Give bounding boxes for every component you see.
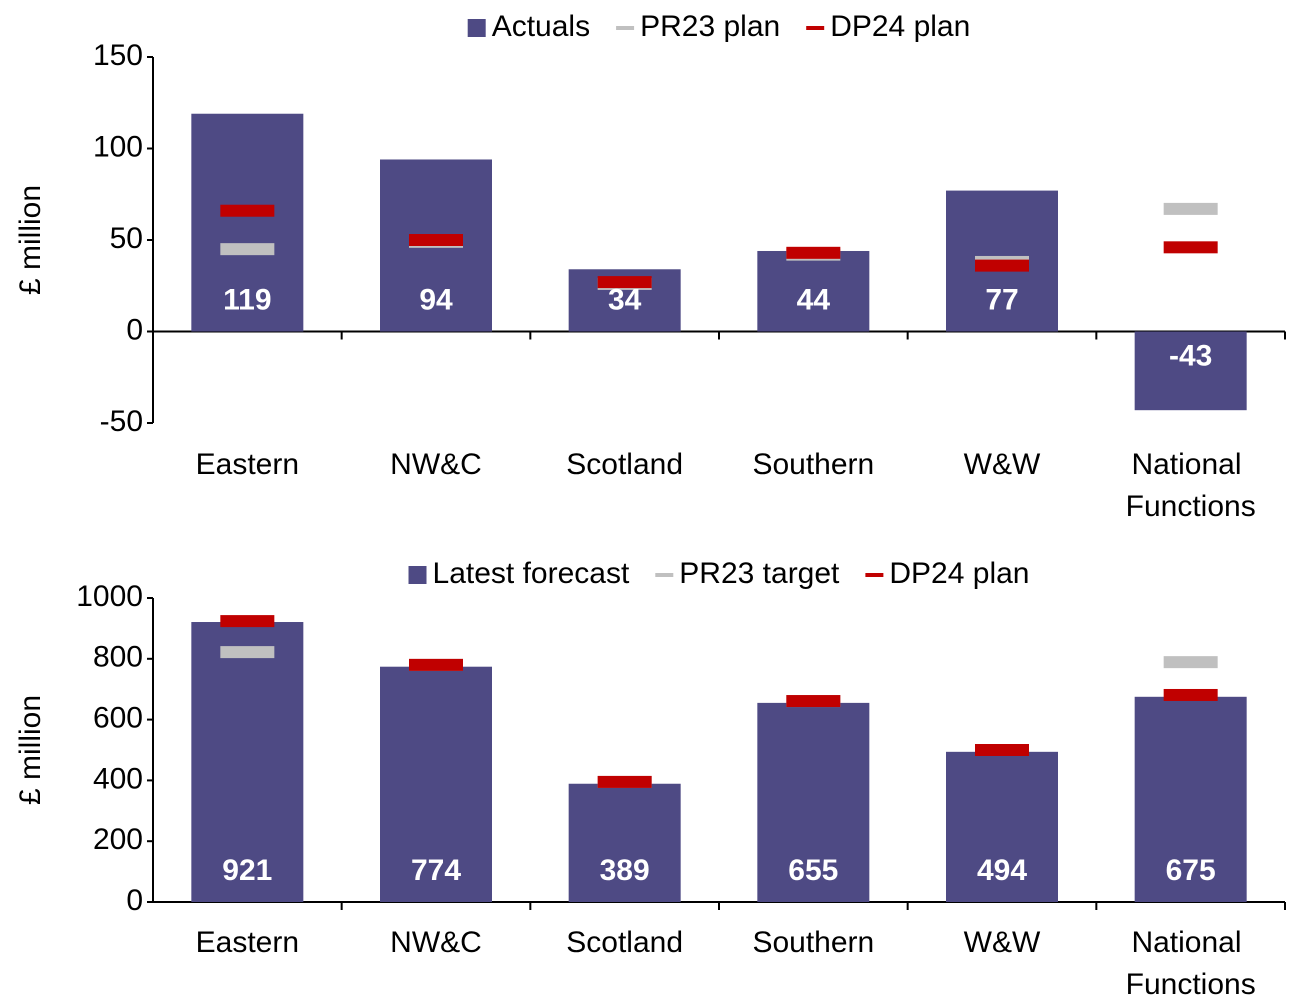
bar bbox=[191, 622, 304, 902]
bar bbox=[757, 250, 870, 332]
y-tick-label: 0 bbox=[126, 884, 143, 917]
y-tick-label: 100 bbox=[93, 130, 143, 163]
plan-marker bbox=[409, 658, 463, 671]
y-axis-label: £ million bbox=[14, 695, 47, 805]
y-tick-label: 50 bbox=[110, 222, 143, 255]
bar bbox=[568, 783, 681, 902]
bar bbox=[946, 751, 1058, 902]
value-label: 389 bbox=[600, 854, 650, 887]
y-tick-label: -50 bbox=[100, 405, 143, 438]
x-tick-label: NW&C bbox=[390, 926, 482, 959]
y-tick-label: 600 bbox=[93, 702, 143, 735]
x-tick-label: Scotland bbox=[566, 448, 683, 481]
bar bbox=[1134, 331, 1247, 411]
legend-label: DP24 plan bbox=[889, 557, 1029, 590]
legend-label: PR23 plan bbox=[640, 10, 780, 43]
legend-swatch bbox=[408, 566, 427, 584]
legend-swatch bbox=[806, 26, 825, 30]
plan-marker bbox=[1163, 656, 1218, 669]
plan-marker bbox=[786, 695, 841, 708]
value-label: -43 bbox=[1169, 339, 1212, 372]
plan-marker bbox=[1163, 688, 1218, 701]
value-label: 494 bbox=[977, 854, 1027, 887]
x-tick-label: Eastern bbox=[196, 448, 299, 481]
legend-swatch bbox=[865, 573, 884, 577]
value-label: 44 bbox=[797, 283, 831, 316]
plan-marker bbox=[1163, 202, 1218, 215]
value-label: 655 bbox=[788, 854, 838, 887]
legend-swatch bbox=[467, 19, 486, 37]
y-tick-label: 200 bbox=[93, 823, 143, 856]
legend: Actuals PR23 plan DP24 plan bbox=[467, 10, 970, 43]
x-tick-label: Southern bbox=[752, 448, 874, 481]
legend-label: Actuals bbox=[492, 10, 590, 43]
value-label: 94 bbox=[419, 283, 453, 316]
x-tick-label: NW&C bbox=[390, 448, 482, 481]
y-axis-label: £ million bbox=[14, 185, 47, 295]
x-tick-label: National Functions bbox=[1126, 448, 1256, 523]
legend-swatch bbox=[655, 573, 674, 577]
y-tick-label: 400 bbox=[93, 762, 143, 795]
bar bbox=[380, 666, 492, 902]
y-tick-label: 0 bbox=[126, 313, 143, 346]
plan-marker bbox=[786, 246, 841, 259]
plan-marker bbox=[409, 234, 463, 246]
value-label: 774 bbox=[411, 854, 461, 887]
plan-marker bbox=[220, 204, 275, 217]
y-tick-label: 1000 bbox=[76, 580, 143, 613]
y-tick-label: 800 bbox=[93, 641, 143, 674]
value-label: 119 bbox=[223, 283, 271, 316]
bar bbox=[1134, 696, 1247, 902]
legend-label: DP24 plan bbox=[830, 10, 970, 43]
bar bbox=[757, 702, 870, 902]
x-tick-label: National Functions bbox=[1126, 926, 1256, 1001]
plan-marker bbox=[1163, 241, 1218, 254]
value-label: 77 bbox=[985, 283, 1018, 316]
value-label: 921 bbox=[222, 854, 272, 887]
legend: Latest forecast PR23 target DP24 plan bbox=[408, 557, 1029, 590]
plan-marker bbox=[220, 615, 275, 628]
y-tick-label: 150 bbox=[93, 39, 143, 72]
plan-marker bbox=[597, 775, 652, 788]
x-tick-label: Southern bbox=[752, 926, 874, 959]
x-tick-label: Scotland bbox=[566, 926, 683, 959]
value-label: 675 bbox=[1166, 854, 1216, 887]
x-tick-label: W&W bbox=[964, 448, 1041, 481]
plan-marker bbox=[597, 276, 652, 289]
plan-marker bbox=[220, 646, 275, 659]
plan-marker bbox=[220, 243, 275, 256]
x-tick-label: W&W bbox=[964, 926, 1041, 959]
plan-marker bbox=[975, 744, 1029, 756]
value-label: 34 bbox=[608, 283, 642, 316]
plan-marker bbox=[975, 259, 1029, 272]
legend-label: PR23 target bbox=[679, 557, 840, 590]
legend-swatch bbox=[616, 26, 635, 30]
bar bbox=[191, 113, 304, 332]
x-tick-label: Eastern bbox=[196, 926, 299, 959]
legend-label: Latest forecast bbox=[433, 557, 630, 590]
